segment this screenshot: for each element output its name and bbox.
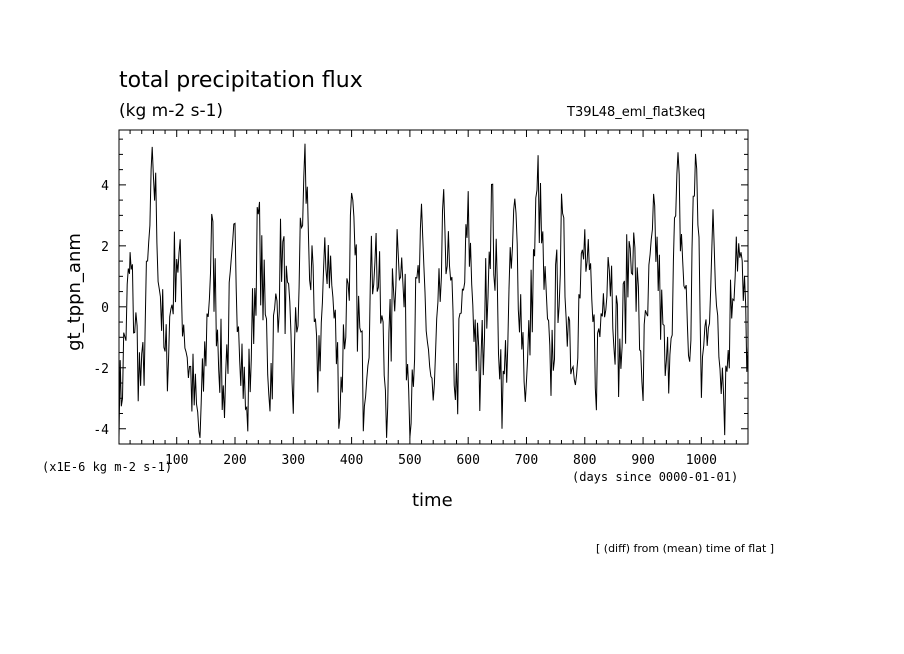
x-tick-label: 300 bbox=[282, 453, 305, 468]
x-tick-label: 1000 bbox=[686, 453, 717, 468]
x-units-note: (days since 0000-01-01) bbox=[572, 470, 739, 484]
x-tick-label: 900 bbox=[631, 453, 654, 468]
axis-tick-labels: 100 200 300 400 500 600 700 800 900 1000 -4 -2 0 2 4 bbox=[93, 179, 717, 468]
x-tick-label: 600 bbox=[456, 453, 479, 468]
axis-ticks bbox=[119, 130, 748, 445]
y-tick-label: 4 bbox=[101, 179, 109, 194]
run-label: T39L48_eml_flat3keq bbox=[567, 105, 706, 120]
footer-note: [ (diff) from (mean) time of flat ] bbox=[596, 542, 775, 555]
y-tick-label: -4 bbox=[93, 423, 109, 438]
y-scale-note: (x1E-6 kg m-2 s-1) bbox=[42, 460, 173, 474]
x-tick-label: 800 bbox=[573, 453, 596, 468]
x-tick-label: 100 bbox=[165, 453, 188, 468]
chart-title: total precipitation flux bbox=[119, 68, 363, 93]
x-tick-label: 700 bbox=[515, 453, 538, 468]
y-tick-label: 0 bbox=[101, 301, 109, 316]
series-line bbox=[118, 143, 749, 438]
x-tick-label: 200 bbox=[223, 453, 246, 468]
units-label: (kg m-2 s-1) bbox=[119, 101, 224, 121]
x-tick-label: 400 bbox=[340, 453, 363, 468]
x-axis-label: time bbox=[412, 490, 453, 511]
x-tick-label: 500 bbox=[398, 453, 421, 468]
y-tick-label: -2 bbox=[93, 362, 109, 377]
y-axis-label: gt_tppn_anm bbox=[64, 233, 85, 351]
y-tick-label: 2 bbox=[101, 240, 109, 255]
